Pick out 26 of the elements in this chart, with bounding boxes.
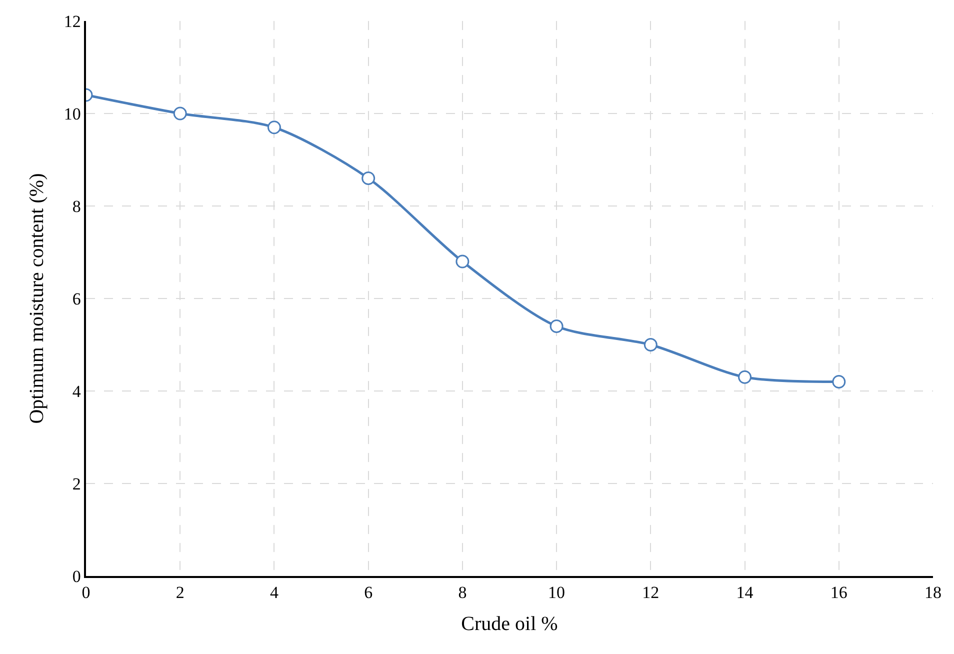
x-tick-label: 2 <box>176 583 184 602</box>
x-tick-label: 8 <box>458 583 467 602</box>
point <box>456 254 470 268</box>
y-tick-label: 6 <box>72 289 81 308</box>
x-tick-label: 12 <box>642 583 660 602</box>
x-tick-label: 4 <box>270 583 279 602</box>
x-tick-label: 14 <box>736 583 754 602</box>
x-tick-label: 18 <box>924 583 942 602</box>
point <box>267 120 281 134</box>
x-tick-label: 16 <box>830 583 848 602</box>
point <box>550 320 564 333</box>
x-tick-label: 6 <box>364 583 373 602</box>
y-tick-label: 0 <box>72 566 81 586</box>
y-tick-label: 10 <box>64 104 81 124</box>
point <box>832 375 846 388</box>
y-tick-label: 12 <box>64 12 81 31</box>
point <box>738 370 752 384</box>
point <box>362 172 376 185</box>
y-tick-label: 8 <box>72 196 81 216</box>
x-axis-title: Crude oil % <box>461 613 558 636</box>
y-axis-title: Optimum moisture content (%) <box>26 173 48 424</box>
point <box>644 338 658 352</box>
point <box>173 106 187 120</box>
x-tick-label: 10 <box>548 583 566 602</box>
y-tick-label: 2 <box>72 474 81 494</box>
y-tick-label: 4 <box>72 382 82 401</box>
